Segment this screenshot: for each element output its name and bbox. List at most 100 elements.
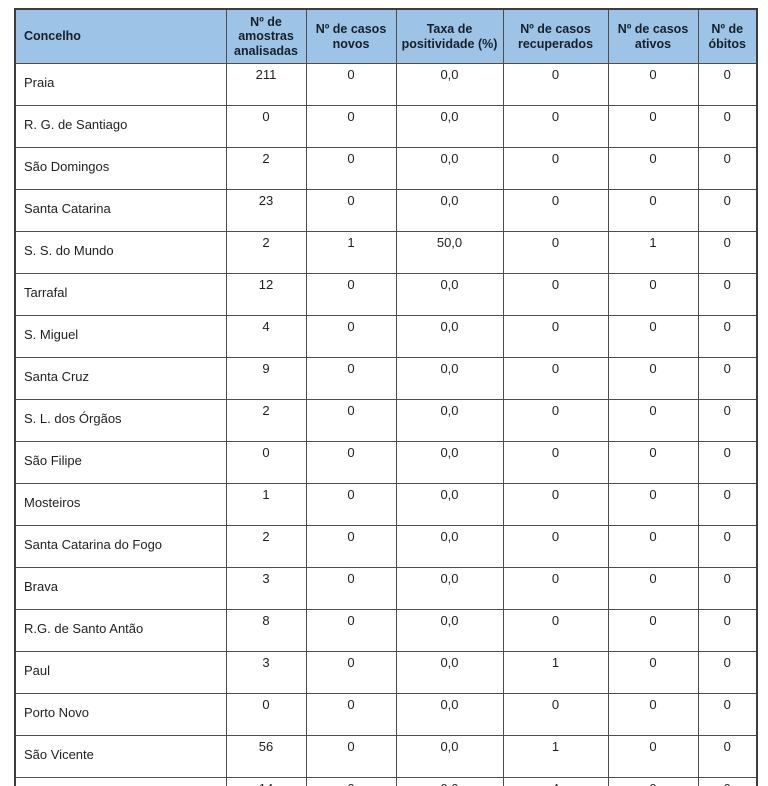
table-row: Santa Catarina 23 0 0,0 0 0 0 <box>14 189 758 232</box>
table-row: S. L. dos Órgãos 2 0 0,0 0 0 0 <box>14 399 758 442</box>
value-cell: 0 <box>305 609 397 652</box>
row-label-cell: Porto Novo <box>14 693 227 736</box>
value-cell: 4 <box>502 777 609 786</box>
value-cell: 8 <box>225 609 307 652</box>
value-cell: 0 <box>305 357 397 400</box>
value-cell: 0 <box>607 651 699 694</box>
value-cell: 0 <box>607 567 699 610</box>
value-cell: 0 <box>697 63 758 106</box>
value-cell: 0,0 <box>395 357 504 400</box>
value-cell: 0 <box>502 357 609 400</box>
value-cell: 0 <box>697 651 758 694</box>
value-cell: 0 <box>225 693 307 736</box>
table-row: Santa Cruz 9 0 0,0 0 0 0 <box>14 357 758 400</box>
value-cell: 0,0 <box>395 525 504 568</box>
value-cell: 0 <box>502 273 609 316</box>
concelho-table: Concelho Nº de amostras analisadas Nº de c… <box>14 8 758 786</box>
table-row: São Filipe 0 0 0,0 0 0 0 <box>14 441 758 484</box>
value-cell: 0 <box>305 147 397 190</box>
value-cell: 14 <box>225 777 307 786</box>
header-cell: Nº de amostras analisadas <box>225 8 307 64</box>
value-cell: 0 <box>225 105 307 148</box>
table-row: Tarrafal 12 0 0,0 0 0 0 <box>14 273 758 316</box>
value-cell: 0 <box>305 735 397 778</box>
value-cell: 0 <box>305 399 397 442</box>
value-cell: 0 <box>502 399 609 442</box>
value-cell: 1 <box>607 231 699 274</box>
value-cell: 0 <box>697 693 758 736</box>
value-cell: 0 <box>607 777 699 786</box>
value-cell: 0 <box>305 777 397 786</box>
value-cell: 0 <box>697 441 758 484</box>
value-cell: 56 <box>225 735 307 778</box>
value-cell: 0 <box>697 567 758 610</box>
row-label-cell: S. S. do Mundo <box>14 231 227 274</box>
table-body: Praia 211 0 0,0 0 0 0 R. G. de Santiago 0 0 0,0 0 0 0… <box>14 63 758 786</box>
value-cell: 50,0 <box>395 231 504 274</box>
value-cell: 0 <box>697 525 758 568</box>
value-cell: 1 <box>305 231 397 274</box>
header-cell: Nº de casos novos <box>305 8 397 64</box>
value-cell: 9 <box>225 357 307 400</box>
value-cell: 0 <box>502 525 609 568</box>
value-cell: 1 <box>502 651 609 694</box>
row-label-cell: R.G. de Santo Antão <box>14 609 227 652</box>
value-cell: 0 <box>607 525 699 568</box>
row-label-cell: Santa Catarina do Fogo <box>14 525 227 568</box>
header-cell: Nº de casos ativos <box>607 8 699 64</box>
row-label-cell: Sal <box>14 777 227 786</box>
value-cell: 0 <box>697 189 758 232</box>
table-row: Porto Novo 0 0 0,0 0 0 0 <box>14 693 758 736</box>
value-cell: 0 <box>697 399 758 442</box>
value-cell: 0 <box>225 441 307 484</box>
value-cell: 2 <box>225 399 307 442</box>
value-cell: 3 <box>225 651 307 694</box>
value-cell: 0 <box>697 231 758 274</box>
value-cell: 2 <box>225 147 307 190</box>
value-cell: 0 <box>607 399 699 442</box>
value-cell: 0 <box>502 441 609 484</box>
value-cell: 0 <box>607 693 699 736</box>
value-cell: 0 <box>607 189 699 232</box>
value-cell: 0 <box>502 693 609 736</box>
value-cell: 0 <box>502 63 609 106</box>
value-cell: 0 <box>607 315 699 358</box>
value-cell: 0 <box>607 441 699 484</box>
value-cell: 0,0 <box>395 147 504 190</box>
value-cell: 2 <box>225 231 307 274</box>
value-cell: 211 <box>225 63 307 106</box>
value-cell: 0 <box>697 273 758 316</box>
value-cell: 0 <box>305 651 397 694</box>
value-cell: 0 <box>502 147 609 190</box>
value-cell: 0 <box>502 567 609 610</box>
value-cell: 0 <box>502 189 609 232</box>
value-cell: 0,0 <box>395 189 504 232</box>
value-cell: 0 <box>607 735 699 778</box>
value-cell: 0 <box>502 105 609 148</box>
value-cell: 0,0 <box>395 567 504 610</box>
value-cell: 0 <box>697 105 758 148</box>
value-cell: 0,0 <box>395 693 504 736</box>
value-cell: 23 <box>225 189 307 232</box>
row-label-cell: S. Miguel <box>14 315 227 358</box>
value-cell: 0 <box>305 315 397 358</box>
value-cell: 0 <box>697 357 758 400</box>
value-cell: 0 <box>305 567 397 610</box>
value-cell: 4 <box>225 315 307 358</box>
row-label-cell: Santa Catarina <box>14 189 227 232</box>
value-cell: 0 <box>697 735 758 778</box>
value-cell: 0 <box>697 777 758 786</box>
row-label-cell: Paul <box>14 651 227 694</box>
table-row: Brava 3 0 0,0 0 0 0 <box>14 567 758 610</box>
value-cell: 0 <box>305 693 397 736</box>
value-cell: 0 <box>502 315 609 358</box>
value-cell: 0,0 <box>395 651 504 694</box>
value-cell: 0 <box>502 483 609 526</box>
table-row: Sal1400,0400 <box>14 777 758 786</box>
value-cell: 0 <box>697 609 758 652</box>
value-cell: 0 <box>697 483 758 526</box>
value-cell: 0,0 <box>395 315 504 358</box>
value-cell: 0 <box>697 315 758 358</box>
value-cell: 0 <box>607 357 699 400</box>
